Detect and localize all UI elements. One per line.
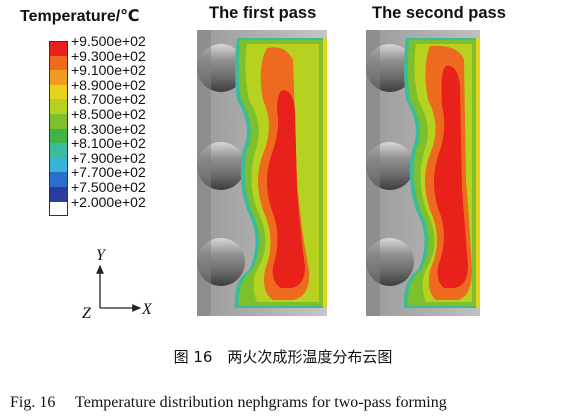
panel-title-second-pass: The second pass [372,4,506,22]
legend-label: +8.700e+02 [71,91,146,108]
second-pass-nephogram [366,30,508,316]
legend-label: +8.500e+02 [71,105,146,122]
y-axis-label: Y [96,247,107,264]
figure-caption-english: Fig. 16 Temperature distribution nephgra… [10,394,447,411]
legend-title: Temperature/℃ [20,8,140,25]
legend-label: +8.100e+02 [71,135,146,152]
legend-swatch [49,84,68,100]
legend-swatch [49,143,68,158]
x-axis-label: X [141,301,153,318]
figure-caption-chinese: 图 16 两火次成形温度分布云图 [173,348,393,366]
legend-label: +7.500e+02 [71,178,146,195]
z-axis-label: Z [82,305,92,322]
legend-label: +8.300e+02 [71,120,146,137]
legend-swatch [49,99,68,114]
legend-label: +7.700e+02 [71,164,146,181]
legend-label: +2.000e+02 [71,193,146,210]
legend-swatch [49,41,68,56]
panel-title-first-pass: The first pass [209,4,317,22]
legend-label: +9.500e+02 [71,33,146,49]
legend-swatch [49,172,68,187]
legend-swatch [49,113,68,129]
legend-label: +9.100e+02 [71,62,146,79]
legend-label: +8.900e+02 [71,76,146,93]
legend-swatch [49,55,68,71]
coordinate-axes: Y Z X [78,244,168,324]
legend-swatch [49,201,68,217]
first-pass-nephogram [197,30,339,316]
legend-swatch [49,70,68,85]
legend-swatch [49,128,68,144]
legend-label: +9.300e+02 [71,47,146,64]
legend-label: +7.900e+02 [71,149,146,166]
legend-swatch [49,186,68,202]
legend-swatch [49,157,68,173]
